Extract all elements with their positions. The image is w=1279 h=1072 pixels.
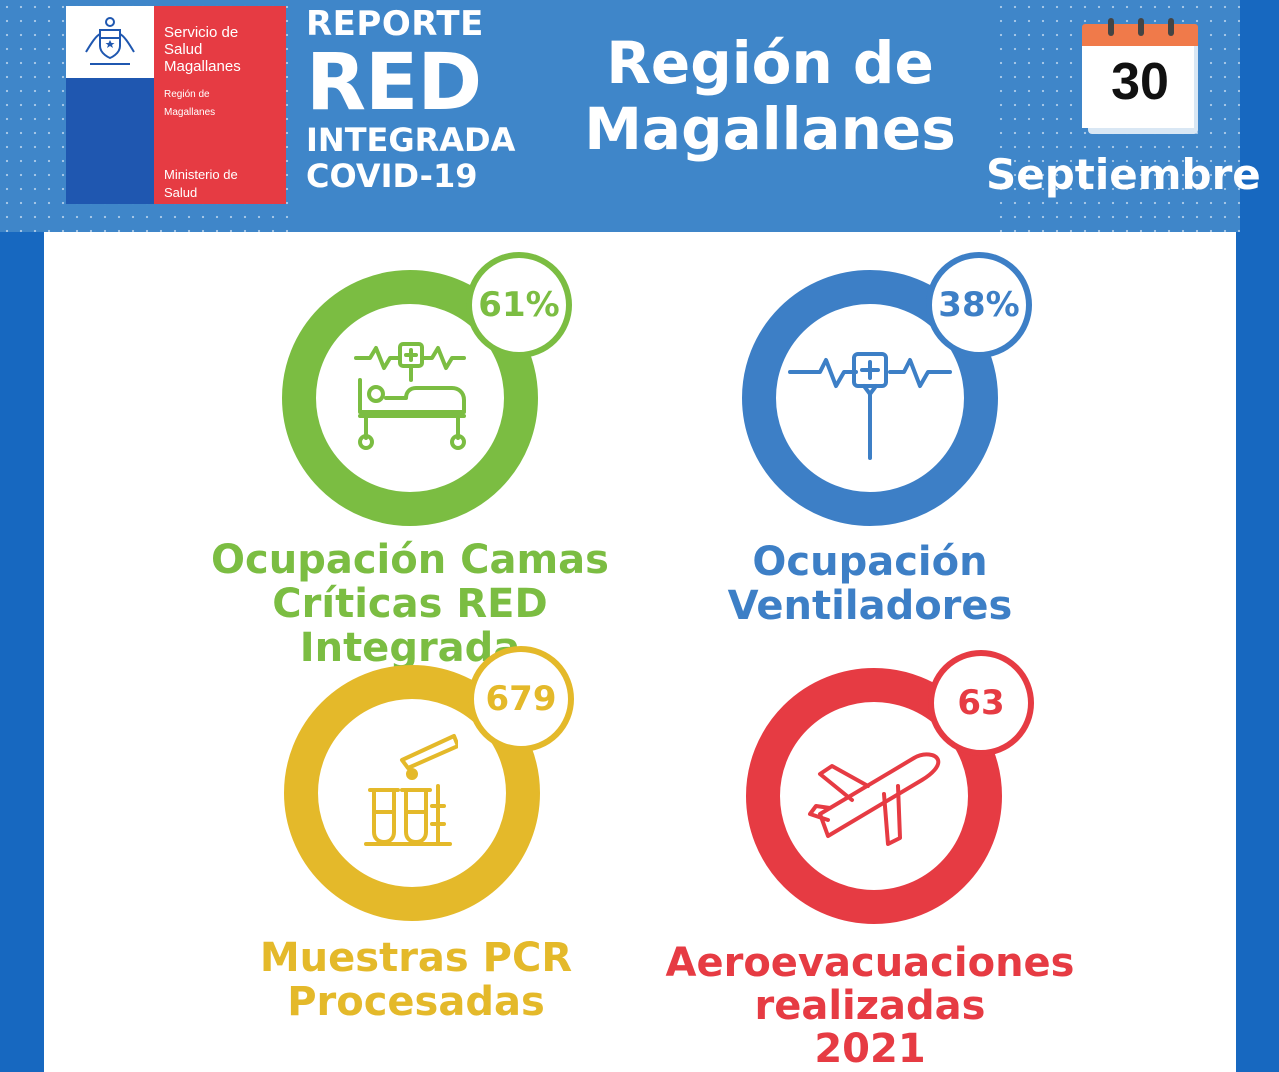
logo-title: Servicio de Salud Magallanes	[164, 24, 241, 75]
airplane-icon	[808, 752, 941, 846]
calendar-day: 30	[1111, 53, 1169, 111]
stats-card	[44, 232, 1236, 1072]
stat-value-ventilators: 38%	[926, 252, 1032, 358]
stat-value-pcr: 679	[468, 646, 574, 752]
logo-ministry: Ministerio de Salud	[164, 167, 238, 200]
ministry-logo: Servicio de Salud Magallanes Región de M…	[66, 6, 286, 204]
stat-label-ventilators: Ocupación Ventiladores	[727, 539, 1013, 629]
test-tubes-icon	[364, 734, 458, 846]
stat-label-pcr: Muestras PCR Procesadas	[259, 935, 573, 1025]
stat-value-beds: 61%	[466, 252, 572, 358]
hospital-bed-icon	[354, 342, 466, 450]
calendar-month: Septiembre	[986, 150, 1261, 199]
coat-of-arms-icon	[85, 17, 135, 65]
stat-value-evacuations: 63	[928, 650, 1034, 756]
header-center	[290, 0, 990, 232]
calendar-icon: 30	[1060, 18, 1200, 138]
region-title: Región de Magallanes	[584, 29, 956, 163]
report-title: REPORTE RED INTEGRADA COVID-19	[306, 4, 516, 195]
stat-label-evacuations: Aeroevacuaciones realizadas 2021	[665, 940, 1075, 1072]
logo-subtitle: Región de Magallanes	[164, 89, 216, 118]
frame-right	[1236, 0, 1279, 1072]
ventilator-icon	[788, 352, 952, 460]
stat-label-beds: Ocupación Camas Críticas RED Integrada	[211, 537, 609, 671]
